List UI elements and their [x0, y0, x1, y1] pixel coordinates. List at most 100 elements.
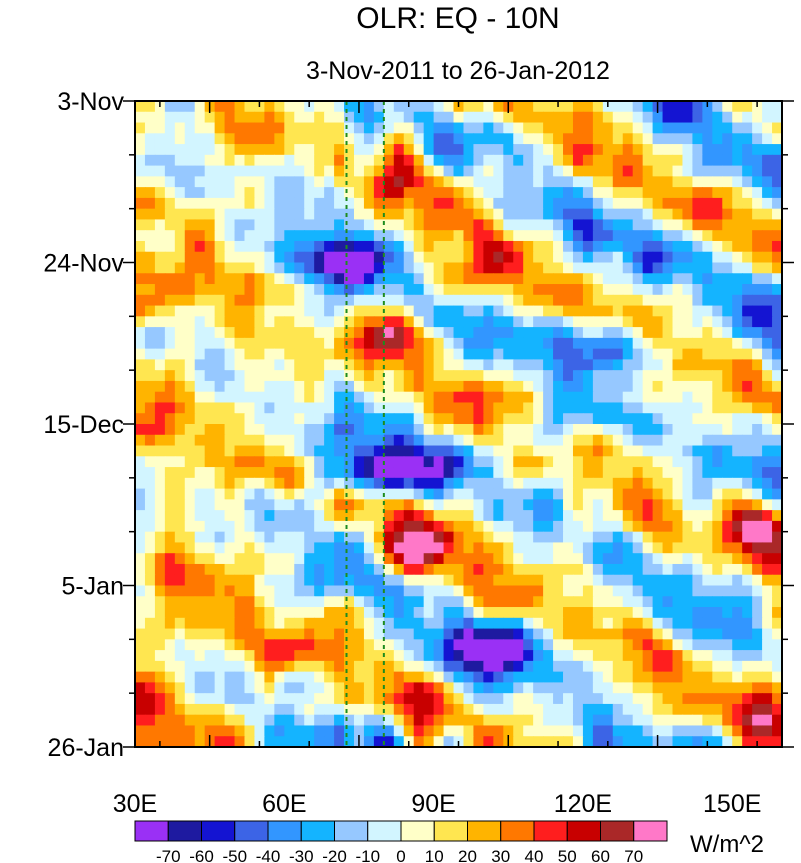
heatmap-cell [344, 197, 355, 210]
heatmap-cell [224, 251, 236, 264]
heatmap-cell [423, 520, 435, 533]
heatmap-cell [563, 154, 574, 167]
heatmap-cell [652, 111, 664, 124]
heatmap-cell [722, 294, 733, 307]
heatmap-cell [493, 165, 504, 177]
heatmap-cell [702, 305, 713, 317]
heatmap-cell [373, 111, 385, 124]
heatmap-cell [274, 488, 285, 500]
heatmap-cell [344, 639, 355, 651]
heatmap-cell [383, 197, 395, 210]
heatmap-cell [642, 725, 654, 737]
heatmap-cell [752, 477, 763, 490]
heatmap-cell [314, 488, 325, 500]
heatmap-cell [344, 327, 355, 339]
heatmap-cell [732, 424, 743, 436]
heatmap-cell [135, 660, 146, 673]
heatmap-cell [622, 682, 634, 694]
heatmap-cell [553, 154, 564, 167]
heatmap-cell [632, 510, 644, 522]
heatmap-cell [652, 273, 664, 285]
heatmap-cell [712, 650, 723, 662]
heatmap-cell [413, 294, 425, 307]
heatmap-cell [543, 510, 554, 522]
heatmap-cell [702, 380, 713, 393]
heatmap-cell [314, 510, 325, 522]
heatmap-cell [254, 477, 265, 490]
heatmap-cell [772, 380, 782, 393]
heatmap-cell [363, 445, 375, 457]
heatmap-cell [722, 337, 733, 350]
heatmap-cell [413, 413, 425, 425]
heatmap-cell [503, 510, 514, 522]
heatmap-cell [413, 187, 425, 199]
heatmap-cell [413, 563, 425, 576]
heatmap-cell [752, 467, 763, 479]
heatmap-cell [453, 251, 465, 264]
heatmap-cell [642, 520, 654, 533]
heatmap-cell [254, 240, 265, 253]
heatmap-cell [702, 607, 713, 619]
heatmap-cell [194, 230, 206, 242]
heatmap-cell [692, 154, 703, 167]
heatmap-cell [652, 413, 664, 425]
heatmap-cell [563, 327, 574, 339]
heatmap-cell [443, 165, 455, 177]
heatmap-cell [742, 445, 753, 457]
heatmap-cell [383, 693, 395, 705]
heatmap-cell [672, 165, 684, 177]
heatmap-cell [373, 628, 385, 640]
heatmap-cell [234, 251, 246, 264]
heatmap-cell [304, 499, 315, 511]
heatmap-cell [284, 370, 295, 382]
heatmap-cell [762, 391, 773, 404]
heatmap-cell [463, 380, 475, 393]
heatmap-cell [592, 251, 604, 264]
heatmap-cell [572, 176, 584, 188]
heatmap-cell [533, 456, 544, 468]
heatmap-cell [373, 154, 385, 167]
heatmap-cell [732, 445, 743, 457]
heatmap-cell [393, 370, 405, 382]
heatmap-cell [164, 176, 176, 188]
heatmap-cell [184, 208, 196, 221]
heatmap-cell [712, 617, 723, 630]
heatmap-cell [602, 208, 614, 221]
heatmap-cell [154, 650, 166, 662]
heatmap-cell [493, 219, 504, 231]
heatmap-cell [353, 714, 365, 727]
heatmap-cell [672, 714, 684, 727]
heatmap-cell [353, 520, 365, 533]
heatmap-cell [443, 617, 455, 630]
heatmap-cell [523, 693, 534, 705]
heatmap-cell [762, 467, 773, 479]
heatmap-cell [662, 305, 674, 317]
heatmap-cell [423, 628, 435, 640]
heatmap-cell [164, 230, 176, 242]
heatmap-cell [423, 714, 435, 727]
heatmap-cell [493, 660, 504, 673]
heatmap-cell [274, 154, 285, 167]
heatmap-cell [523, 240, 534, 253]
heatmap-cell [553, 499, 564, 511]
heatmap-cell [423, 305, 435, 317]
heatmap-cell [373, 122, 385, 134]
heatmap-cell [363, 542, 375, 554]
heatmap-cell [553, 617, 564, 630]
heatmap-cell [174, 660, 186, 673]
heatmap-cell [413, 650, 425, 662]
heatmap-cell [642, 230, 654, 242]
heatmap-cell [224, 316, 236, 328]
heatmap-cell [523, 133, 534, 145]
heatmap-cell [493, 424, 504, 436]
heatmap-cell [513, 671, 524, 683]
heatmap-cell [762, 359, 773, 371]
heatmap-cell [473, 703, 484, 716]
heatmap-cell [772, 499, 782, 511]
heatmap-cell [174, 671, 186, 683]
heatmap-cell [662, 187, 674, 199]
heatmap-cell [652, 596, 664, 608]
heatmap-cell [234, 499, 246, 511]
heatmap-cell [244, 542, 256, 554]
heatmap-cell [483, 736, 494, 747]
